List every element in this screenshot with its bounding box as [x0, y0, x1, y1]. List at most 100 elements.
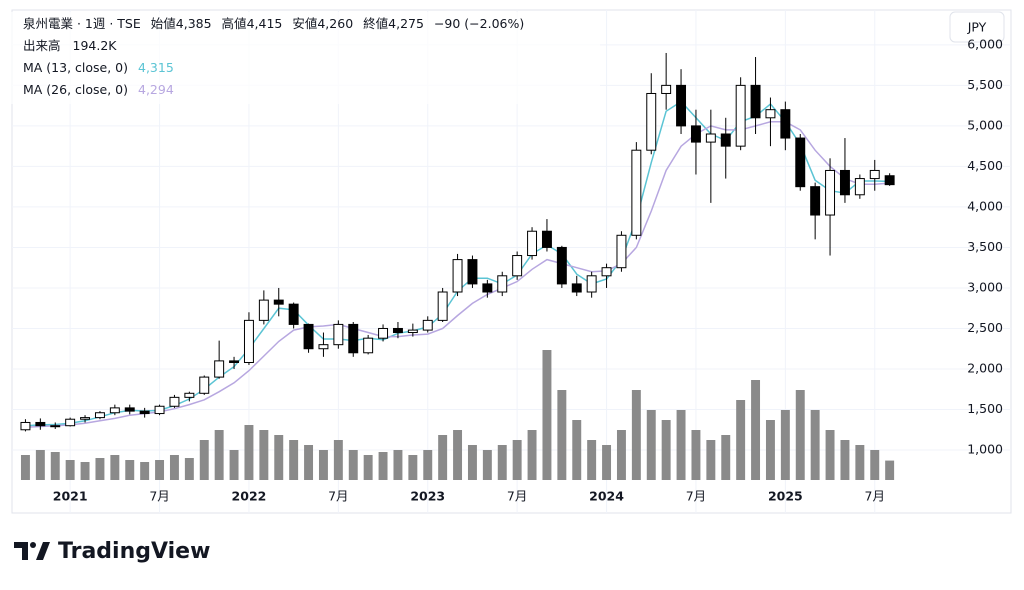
candle-body — [214, 360, 225, 378]
ma-legend: MA (26, close, 0) 4,294 — [23, 82, 174, 97]
volume-value: 194.2K — [73, 38, 118, 53]
volume-bar — [706, 440, 716, 480]
volume-bar — [169, 455, 179, 480]
candle-body — [392, 327, 403, 334]
symbol: 泉州電業 · 1週 · TSE — [23, 16, 141, 31]
candle-body — [661, 84, 672, 94]
volume-bar — [885, 460, 895, 480]
volume-bar — [184, 458, 194, 480]
volume-bar — [125, 460, 135, 480]
x-tick-label: 2021 — [53, 489, 88, 504]
candle-body — [333, 323, 344, 346]
x-tick-label: 7月 — [328, 489, 348, 504]
candle-body — [690, 125, 701, 143]
volume-bar — [736, 400, 746, 480]
candle-body — [795, 137, 806, 188]
open-label: 始値 — [151, 16, 176, 31]
volume-label: 出来高 — [23, 38, 61, 53]
volume-bar — [840, 440, 850, 480]
x-tick-label: 2024 — [589, 489, 624, 504]
volume-bar — [557, 390, 567, 480]
volume-bar — [438, 435, 448, 480]
volume-bar — [110, 455, 120, 480]
volume-bar — [780, 410, 790, 480]
candle-body — [735, 84, 746, 147]
volume-bar — [289, 440, 299, 480]
candle-body — [765, 109, 776, 119]
volume-bar — [50, 452, 60, 480]
candle-body — [169, 396, 180, 407]
candle-body — [646, 92, 657, 151]
y-tick-label: 1,500 — [967, 401, 1003, 416]
ma-value: 4,294 — [138, 82, 174, 97]
volume-bar — [408, 455, 418, 480]
volume-bar — [631, 390, 641, 480]
y-tick-label: 5,000 — [967, 117, 1003, 132]
candle-body — [854, 178, 865, 196]
candle-body — [109, 407, 120, 414]
volume-bar — [870, 450, 880, 480]
volume-bar — [155, 460, 165, 480]
x-tick-label: 7月 — [865, 489, 885, 504]
y-tick-label: 6,000 — [967, 36, 1003, 51]
candle-body — [676, 84, 687, 127]
candle-body — [616, 234, 627, 269]
volume-bar — [140, 462, 150, 480]
ma-name: MA (26, close, 0) — [23, 82, 128, 97]
candle-body — [601, 267, 612, 277]
currency[interactable]: JPY — [967, 20, 987, 35]
volume-legend: 出来高 194.2K — [23, 38, 117, 53]
x-tick-label: 2025 — [768, 489, 803, 504]
candle-body — [482, 283, 493, 293]
high-label: 高値 — [222, 16, 247, 31]
candle-body — [467, 259, 478, 285]
x-tick-label: 7月 — [507, 489, 527, 504]
candle-body — [20, 421, 31, 431]
close: 4,275 — [388, 16, 424, 31]
candle-body — [720, 133, 731, 147]
ma-name: MA (13, close, 0) — [23, 60, 128, 75]
volume-bar — [855, 445, 865, 480]
volume-bar — [378, 452, 388, 480]
candle-body — [273, 299, 284, 305]
volume-bar — [572, 420, 582, 480]
high: 4,415 — [247, 16, 283, 31]
x-tick-label: 2022 — [232, 489, 267, 504]
candle-body — [363, 337, 374, 354]
ma-value: 4,315 — [138, 60, 174, 75]
candle-body — [422, 319, 433, 331]
volume-bar — [393, 450, 403, 480]
candle-body — [303, 323, 314, 350]
candle-body — [378, 327, 389, 339]
candle-body — [750, 84, 761, 119]
open: 4,385 — [176, 16, 212, 31]
y-tick-label: 4,500 — [967, 158, 1003, 173]
candle-body — [884, 175, 895, 186]
volume-bar — [825, 430, 835, 480]
volume-bar — [810, 410, 820, 480]
change: −90 (−2.06%) — [434, 16, 524, 31]
volume-bar — [751, 380, 761, 480]
candle-body — [571, 283, 582, 293]
currency-button[interactable] — [949, 11, 1005, 43]
x-tick-label: 7月 — [149, 489, 169, 504]
candle-body — [586, 275, 597, 293]
candle-body — [199, 376, 210, 394]
candle-body — [705, 133, 716, 143]
candle-body — [318, 344, 329, 350]
volume-bar — [602, 445, 612, 480]
volume-bar — [721, 435, 731, 480]
volume-bar — [482, 450, 492, 480]
y-tick-label: 2,000 — [967, 360, 1003, 375]
candle-body — [810, 186, 821, 216]
volume-bar — [259, 430, 269, 480]
legend-line: 泉州電業 · 1週 · TSE 始値4,385 高値4,415 安値4,260 … — [23, 16, 524, 31]
close-label: 終値 — [363, 16, 388, 31]
y-tick-label: 3,500 — [967, 239, 1003, 254]
brand-logo — [14, 542, 50, 560]
candle-body — [94, 412, 105, 419]
candle-body — [825, 169, 836, 216]
volume-bar — [95, 458, 105, 480]
volume-bar — [214, 430, 224, 480]
volume-bar — [691, 430, 701, 480]
